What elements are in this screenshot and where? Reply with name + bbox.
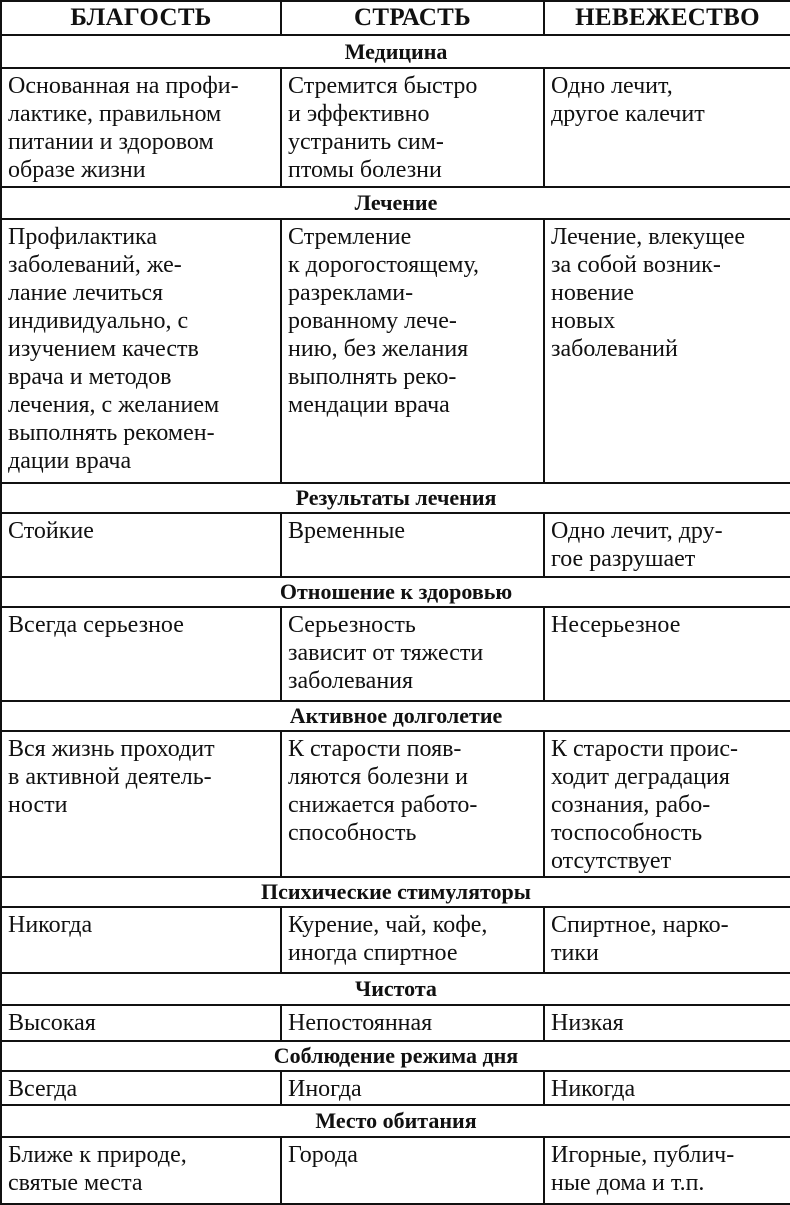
cell-passion: Стремление к дорогостоящему, разреклами-… <box>280 218 545 484</box>
section-title: Место обитания <box>0 1104 790 1138</box>
table-row: Всегда Иногда Никогда <box>0 1070 790 1106</box>
cell-goodness: Всегда серьезное <box>0 606 282 702</box>
table-row: Профилактика заболеваний, же- лание лечи… <box>0 218 790 484</box>
cell-ignorance: Одно лечит, дру- гое разрушает <box>543 512 790 578</box>
header-ignorance: НЕВЕЖЕСТВО <box>543 0 790 36</box>
header-passion: СТРАСТЬ <box>280 0 545 36</box>
table-row: Основанная на профи- лактике, правильном… <box>0 67 790 188</box>
cell-ignorance: Игорные, публич- ные дома и т.п. <box>543 1136 790 1205</box>
cell-ignorance: К старости проис- ходит деградация созна… <box>543 730 790 878</box>
section-header-row: Психические стимуляторы <box>0 876 790 908</box>
cell-passion: Города <box>280 1136 545 1205</box>
cell-goodness: Основанная на профи- лактике, правильном… <box>0 67 282 188</box>
cell-ignorance: Несерьезное <box>543 606 790 702</box>
cell-passion: Курение, чай, кофе, иногда спиртное <box>280 906 545 974</box>
section-title: Лечение <box>0 186 790 220</box>
cell-goodness: Ближе к природе, святые места <box>0 1136 282 1205</box>
cell-passion: Стремится быстро и эффективно устранить … <box>280 67 545 188</box>
cell-goodness: Стойкие <box>0 512 282 578</box>
table-row: Ближе к природе, святые места Города Игорн… <box>0 1136 790 1205</box>
header-goodness: БЛАГОСТЬ <box>0 0 282 36</box>
cell-passion: Временные <box>280 512 545 578</box>
table-row: Всегда серьезное Серьезность зависит от т… <box>0 606 790 702</box>
cell-ignorance: Лечение, влекущее за собой возник- новен… <box>543 218 790 484</box>
cell-goodness: Высокая <box>0 1004 282 1042</box>
section-header-row: Соблюдение режима дня <box>0 1040 790 1072</box>
section-title: Чистота <box>0 972 790 1006</box>
cell-passion: К старости появ- ляются болезни и снижае… <box>280 730 545 878</box>
cell-goodness: Никогда <box>0 906 282 974</box>
section-header-row: Отношение к здоровью <box>0 576 790 608</box>
cell-ignorance: Одно лечит, другое калечит <box>543 67 790 188</box>
cell-passion: Непостоянная <box>280 1004 545 1042</box>
table-row: Вся жизнь проходит в активной деятель- н… <box>0 730 790 878</box>
section-header-row: Медицина <box>0 34 790 69</box>
cell-ignorance: Спиртное, нарко- тики <box>543 906 790 974</box>
cell-ignorance: Никогда <box>543 1070 790 1106</box>
cell-ignorance: Низкая <box>543 1004 790 1042</box>
section-header-row: Чистота <box>0 972 790 1006</box>
table-row: Стойкие Временные Одно лечит, дру- гое раз… <box>0 512 790 578</box>
section-header-row: Результаты лечения <box>0 482 790 514</box>
cell-passion: Иногда <box>280 1070 545 1106</box>
table-row: Никогда Курение, чай, кофе, иногда спиртн… <box>0 906 790 974</box>
section-header-row: Место обитания <box>0 1104 790 1138</box>
cell-goodness: Профилактика заболеваний, же- лание лечи… <box>0 218 282 484</box>
section-title: Медицина <box>0 34 790 69</box>
section-header-row: Лечение <box>0 186 790 220</box>
cell-passion: Серьезность зависит от тяжести заболеван… <box>280 606 545 702</box>
section-title: Соблюдение режима дня <box>0 1040 790 1072</box>
header-row: БЛАГОСТЬ СТРАСТЬ НЕВЕЖЕСТВО <box>0 0 790 36</box>
table-row: Высокая Непостоянная Низкая <box>0 1004 790 1042</box>
cell-goodness: Вся жизнь проходит в активной деятель- н… <box>0 730 282 878</box>
section-title: Активное долголетие <box>0 700 790 732</box>
section-title: Результаты лечения <box>0 482 790 514</box>
section-title: Отношение к здоровью <box>0 576 790 608</box>
cell-goodness: Всегда <box>0 1070 282 1106</box>
section-title: Психические стимуляторы <box>0 876 790 908</box>
section-header-row: Активное долголетие <box>0 700 790 732</box>
